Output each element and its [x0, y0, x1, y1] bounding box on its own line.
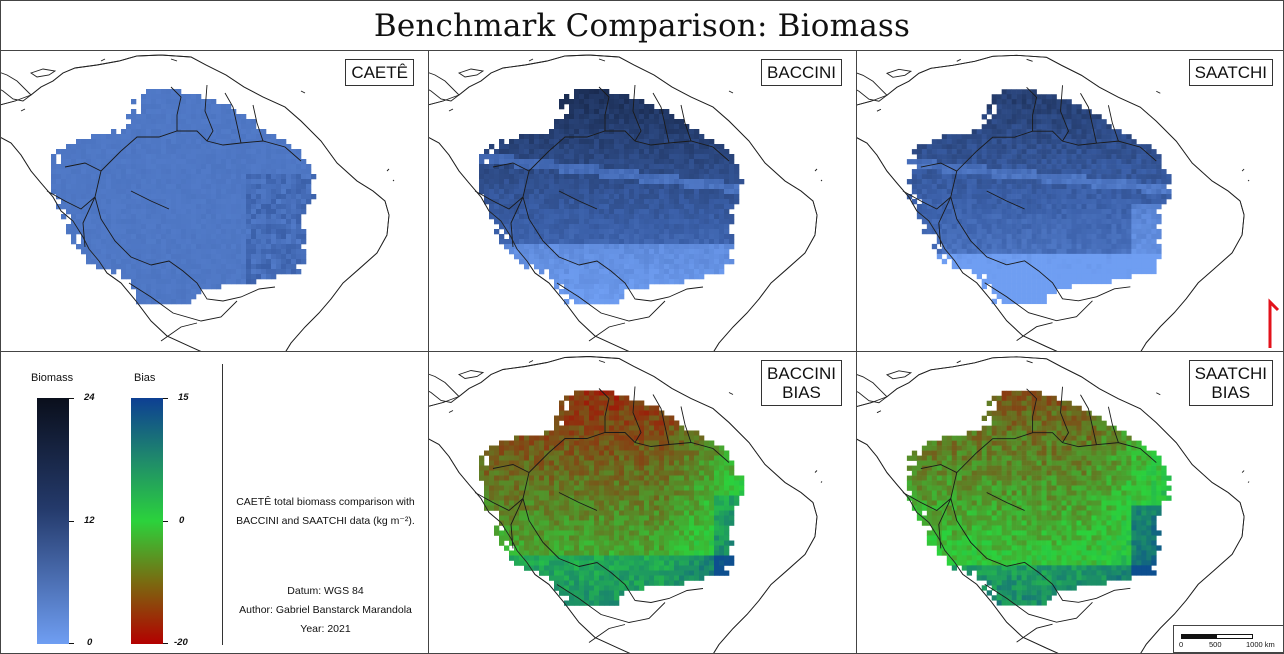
- grid-divider-vertical-2: [856, 51, 857, 653]
- description-line-2: BACCINI and SAATCHI data (kg m⁻²).: [236, 515, 415, 527]
- coastline: [857, 54, 1245, 351]
- scale-bar-graphic: [1181, 634, 1253, 639]
- caribbean-island-outline: [457, 68, 485, 78]
- map-title: Benchmark Comparison: Biomass: [373, 7, 911, 44]
- bias-tick-max-mark: [163, 398, 168, 399]
- panel-label-saatchi: SAATCHI: [1188, 59, 1273, 86]
- map-panel-baccini-bias: BACCINI BIAS: [429, 352, 856, 653]
- north-arrow-icon: [1268, 298, 1280, 348]
- map-canvas: [429, 356, 823, 653]
- legend-separator: [222, 364, 223, 645]
- country-borders: [876, 58, 1250, 342]
- scale-tick-0: 0: [1179, 640, 1184, 649]
- coastline: [429, 356, 818, 653]
- legend-panel: Biomass Bias 24 12 0 15 0 -20 CAETÊ tota…: [1, 352, 428, 653]
- description-text: CAETÊ total biomass comparison with BACC…: [223, 493, 428, 531]
- datum-text: Datum: WGS 84: [287, 585, 364, 597]
- map-canvas: [429, 54, 823, 351]
- biomass-tick-min: 0: [87, 637, 93, 648]
- biomass-tick-min-mark: [69, 643, 74, 644]
- panel-label-caete: CAETÊ: [345, 59, 414, 86]
- map-panel-saatchi: SAATCHI: [857, 51, 1283, 351]
- legend-title-biomass: Biomass: [31, 372, 74, 384]
- caribbean-island-outline: [885, 68, 913, 78]
- scale-tick-1000: 1000 km: [1246, 640, 1275, 649]
- year-text: Year: 2021: [300, 623, 351, 635]
- central-america-outline: [429, 373, 460, 403]
- map-canvas: [857, 54, 1250, 351]
- country-borders: [448, 58, 823, 342]
- caribbean-island-outline: [885, 370, 913, 380]
- central-america-outline: [1, 72, 32, 102]
- map-canvas: [1, 54, 395, 351]
- bias-tick-max: 15: [178, 392, 189, 403]
- map-canvas: [857, 356, 1250, 653]
- biomass-tick-max: 24: [84, 392, 95, 403]
- raster-layer: [479, 390, 745, 606]
- bias-tick-mid-mark: [163, 521, 168, 522]
- legend-title-bias: Bias: [134, 372, 156, 384]
- bias-tick-min: -20: [174, 637, 188, 648]
- bias-tick-min-mark: [163, 643, 168, 644]
- map-panel-caete: CAETÊ: [1, 51, 428, 351]
- grid-divider-horizontal: [1, 351, 1283, 352]
- country-borders: [448, 360, 823, 643]
- coastline: [429, 54, 818, 351]
- panel-label-baccini-bias: BACCINI BIAS: [761, 360, 842, 406]
- caribbean-island-outline: [457, 370, 485, 379]
- raster-layer: [906, 89, 1172, 305]
- biomass-tick-mid-mark: [69, 521, 74, 522]
- caribbean-island-outline: [29, 68, 57, 78]
- scale-tick-500: 500: [1209, 640, 1222, 649]
- raster-layer: [51, 89, 317, 305]
- grid-divider-vertical-1: [428, 51, 429, 653]
- biomass-tick-max-mark: [69, 398, 74, 399]
- central-america-outline: [857, 72, 888, 102]
- author-text: Author: Gabriel Banstarck Marandola: [239, 604, 412, 616]
- biomass-tick-mid: 12: [84, 515, 95, 526]
- title-bar: Benchmark Comparison: Biomass: [1, 1, 1283, 51]
- coastline: [857, 356, 1245, 653]
- raster-layer: [906, 390, 1172, 606]
- raster-layer: [479, 89, 745, 305]
- credits-text: Datum: WGS 84 Author: Gabriel Banstarck …: [223, 582, 428, 639]
- panel-label-saatchi-bias: SAATCHI BIAS: [1188, 360, 1273, 406]
- coastline: [1, 54, 390, 351]
- scale-bar: 0 500 1000 km: [1173, 625, 1284, 653]
- central-america-outline: [857, 374, 888, 404]
- map-panel-baccini: BACCINI: [429, 51, 856, 351]
- biomass-color-ramp: [37, 398, 69, 644]
- map-panel-saatchi-bias: SAATCHI BIAS: [857, 352, 1283, 653]
- bias-tick-mid: 0: [179, 515, 185, 526]
- bias-color-ramp: [131, 398, 163, 644]
- central-america-outline: [429, 72, 460, 102]
- panel-label-baccini: BACCINI: [761, 59, 842, 86]
- description-line-1: CAETÊ total biomass comparison with: [236, 496, 415, 508]
